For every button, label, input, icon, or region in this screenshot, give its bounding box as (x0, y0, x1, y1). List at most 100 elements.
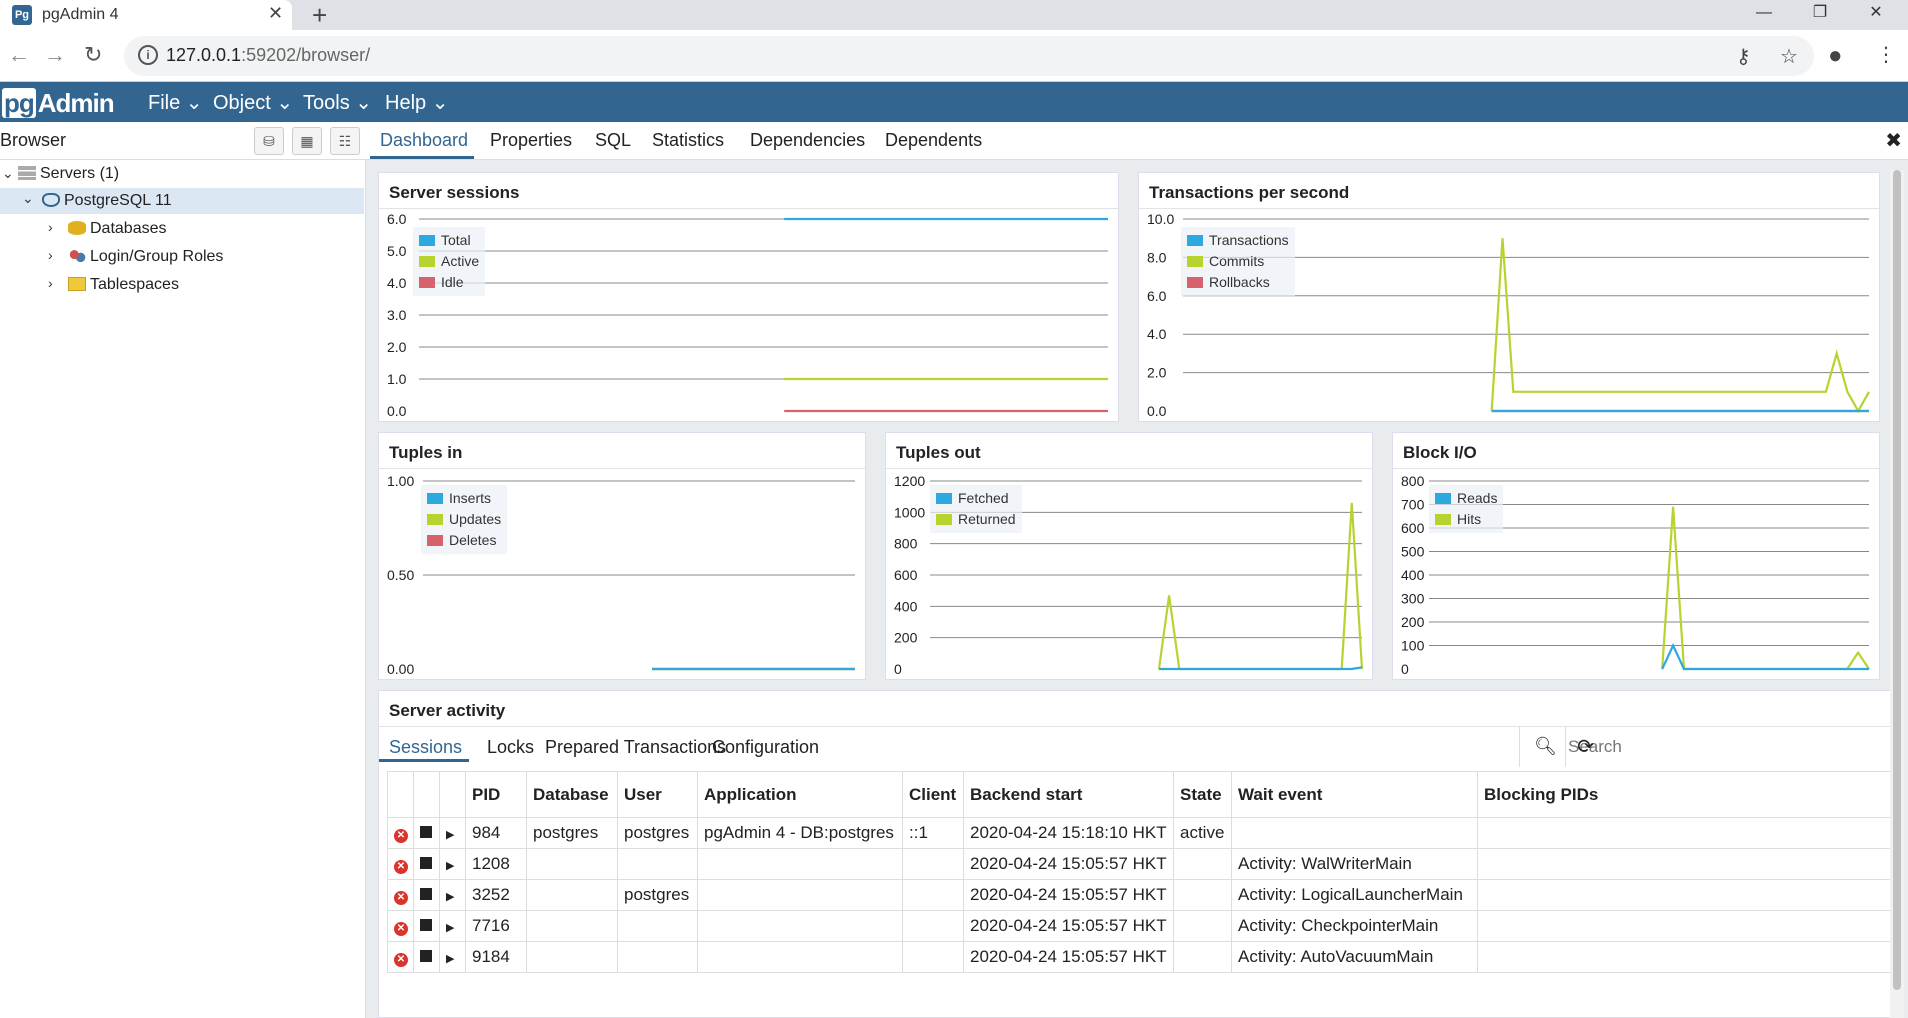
tree-item-tablespaces[interactable]: Tablespaces (68, 276, 179, 294)
cell-cancel[interactable]: ✕ (387, 941, 414, 973)
back-icon[interactable]: ← (8, 42, 30, 67)
col-pid[interactable]: PID (465, 771, 527, 818)
table-row[interactable]: ✕ ▶ 9184 2020-04-24 15:05:57 HKT Activity: A… (387, 941, 1893, 973)
search-input[interactable] (1568, 733, 1818, 761)
menu-kebab-icon[interactable]: ⋮ (1876, 44, 1896, 66)
minimize-icon[interactable]: — (1756, 4, 1772, 21)
tab-properties[interactable]: Properties (490, 130, 573, 150)
cell-cancel[interactable]: ✕ (387, 879, 414, 911)
cancel-query-icon[interactable]: ✕ (394, 860, 408, 874)
subtab-locks[interactable]: Locks (487, 737, 535, 757)
cell-terminate[interactable] (413, 848, 440, 880)
tab-sql[interactable]: SQL (595, 130, 632, 150)
close-window-icon[interactable]: ✕ (1869, 4, 1883, 21)
query-tool-icon[interactable]: ⛁ (254, 127, 284, 155)
subtab-configuration[interactable]: Configuration (712, 737, 820, 757)
site-info-icon[interactable]: i (138, 45, 158, 65)
y-tick-label: 6.0 (1147, 288, 1167, 304)
cell-expand[interactable]: ▶ (439, 879, 466, 911)
close-panel-icon[interactable]: ✖ (1885, 130, 1902, 152)
cell-terminate[interactable] (413, 941, 440, 973)
cell-terminate[interactable] (413, 817, 440, 849)
chart-server-sessions: Server sessions 6.0 5.0 4.0 3.0 2.0 1.0 0.0 Tot… (378, 172, 1119, 422)
search-box: 🔍︎ (1519, 727, 1893, 767)
tree-item-postgresql[interactable]: PostgreSQL 11 (42, 192, 172, 210)
scrollbar-thumb[interactable] (1893, 170, 1901, 990)
table-row[interactable]: ✕ ▶ 7716 2020-04-24 15:05:57 HKT Activity: C… (387, 910, 1893, 942)
table-cell: 2020-04-24 15:05:57 HKT (963, 848, 1174, 880)
col-blocking-pids[interactable]: Blocking PIDs (1477, 771, 1893, 818)
cell-terminate[interactable] (413, 879, 440, 911)
subtab-sessions[interactable]: Sessions (389, 737, 463, 757)
cell-cancel[interactable]: ✕ (387, 848, 414, 880)
reload-icon[interactable]: ↻ (84, 42, 103, 67)
cancel-query-icon[interactable]: ✕ (394, 953, 408, 967)
forward-icon[interactable]: → (44, 42, 66, 67)
expand-row-icon[interactable]: ▶ (446, 891, 455, 903)
expand-row-icon[interactable]: ▶ (446, 860, 455, 872)
profile-icon[interactable]: ● (1828, 42, 1843, 69)
cell-expand[interactable]: ▶ (439, 817, 466, 849)
table-cell (1173, 879, 1232, 911)
terminate-session-icon[interactable] (420, 919, 432, 931)
selected-row-highlight (0, 188, 364, 214)
tree-item-servers[interactable]: Servers (1) (18, 165, 119, 183)
tab-dependents[interactable]: Dependents (885, 130, 983, 150)
menu-tools[interactable]: Tools ⌄ (303, 92, 373, 114)
cell-expand[interactable]: ▶ (439, 848, 466, 880)
restore-icon[interactable]: ❐ (1812, 4, 1828, 21)
chevron-right-icon[interactable]: › (48, 275, 53, 291)
chevron-right-icon[interactable]: › (48, 219, 53, 235)
menu-file[interactable]: File ⌄ (148, 92, 203, 114)
new-tab-icon[interactable]: + (312, 0, 328, 30)
terminate-session-icon[interactable] (420, 826, 432, 838)
table-row[interactable]: ✕ ▶ 3252 postgres 2020-04-24 15:05:57 HKT Act… (387, 879, 1893, 911)
col-wait-event[interactable]: Wait event (1231, 771, 1478, 818)
browser-tab[interactable]: Pg pgAdmin 4 ✕ (0, 0, 292, 30)
table-row[interactable]: ✕ ▶ 1208 2020-04-24 15:05:57 HKT Activity: W… (387, 848, 1893, 880)
cancel-query-icon[interactable]: ✕ (394, 829, 408, 843)
refresh-icon[interactable]: ⟳ (1565, 727, 1605, 767)
cell-expand[interactable]: ▶ (439, 910, 466, 942)
view-data-icon[interactable]: ▦ (292, 127, 322, 155)
filtered-rows-icon[interactable]: ☷ (330, 127, 360, 155)
cancel-query-icon[interactable]: ✕ (394, 891, 408, 905)
chevron-down-icon[interactable]: ⌄ (22, 190, 34, 206)
y-tick-label: 0.0 (1147, 403, 1167, 419)
cell-cancel[interactable]: ✕ (387, 817, 414, 849)
tab-statistics[interactable]: Statistics (652, 130, 725, 150)
tab-dashboard[interactable]: Dashboard (380, 130, 469, 150)
tree-item-roles[interactable]: Login/Group Roles (68, 248, 223, 266)
col-state[interactable]: State (1173, 771, 1232, 818)
col-user[interactable]: User (617, 771, 698, 818)
menu-help[interactable]: Help ⌄ (385, 92, 449, 114)
col-backend-start[interactable]: Backend start (963, 771, 1174, 818)
url-field[interactable]: i 127.0.0.1:59202/browser/ ⚷ ☆ (124, 36, 1814, 76)
terminate-session-icon[interactable] (420, 888, 432, 900)
bookmark-star-icon[interactable]: ☆ (1780, 46, 1798, 68)
chevron-right-icon[interactable]: › (48, 247, 53, 263)
table-row[interactable]: ✕ ▶ 984 postgres postgres pgAdmin 4 - DB:post… (387, 817, 1893, 849)
cell-cancel[interactable]: ✕ (387, 910, 414, 942)
cell-expand[interactable]: ▶ (439, 941, 466, 973)
terminate-session-icon[interactable] (420, 857, 432, 869)
menu-object[interactable]: Object ⌄ (213, 92, 294, 114)
cell-terminate[interactable] (413, 910, 440, 942)
expand-row-icon[interactable]: ▶ (446, 829, 455, 841)
cancel-query-icon[interactable]: ✕ (394, 922, 408, 936)
close-tab-icon[interactable]: ✕ (268, 3, 284, 23)
terminate-session-icon[interactable] (420, 950, 432, 962)
expand-row-icon[interactable]: ▶ (446, 922, 455, 934)
col-application[interactable]: Application (697, 771, 903, 818)
subtab-prepared-transactions[interactable]: Prepared Transactions (545, 737, 727, 757)
chevron-down-icon[interactable]: ⌄ (2, 165, 14, 181)
col-client[interactable]: Client (902, 771, 964, 818)
col-terminate (413, 771, 440, 818)
expand-row-icon[interactable]: ▶ (446, 953, 455, 965)
legend-swatch (1187, 235, 1203, 246)
tree-item-databases[interactable]: Databases (68, 220, 167, 238)
page-scrollbar[interactable] (1890, 170, 1904, 1018)
col-database[interactable]: Database (526, 771, 618, 818)
key-icon[interactable]: ⚷ (1736, 46, 1751, 68)
tab-dependencies[interactable]: Dependencies (750, 130, 866, 150)
